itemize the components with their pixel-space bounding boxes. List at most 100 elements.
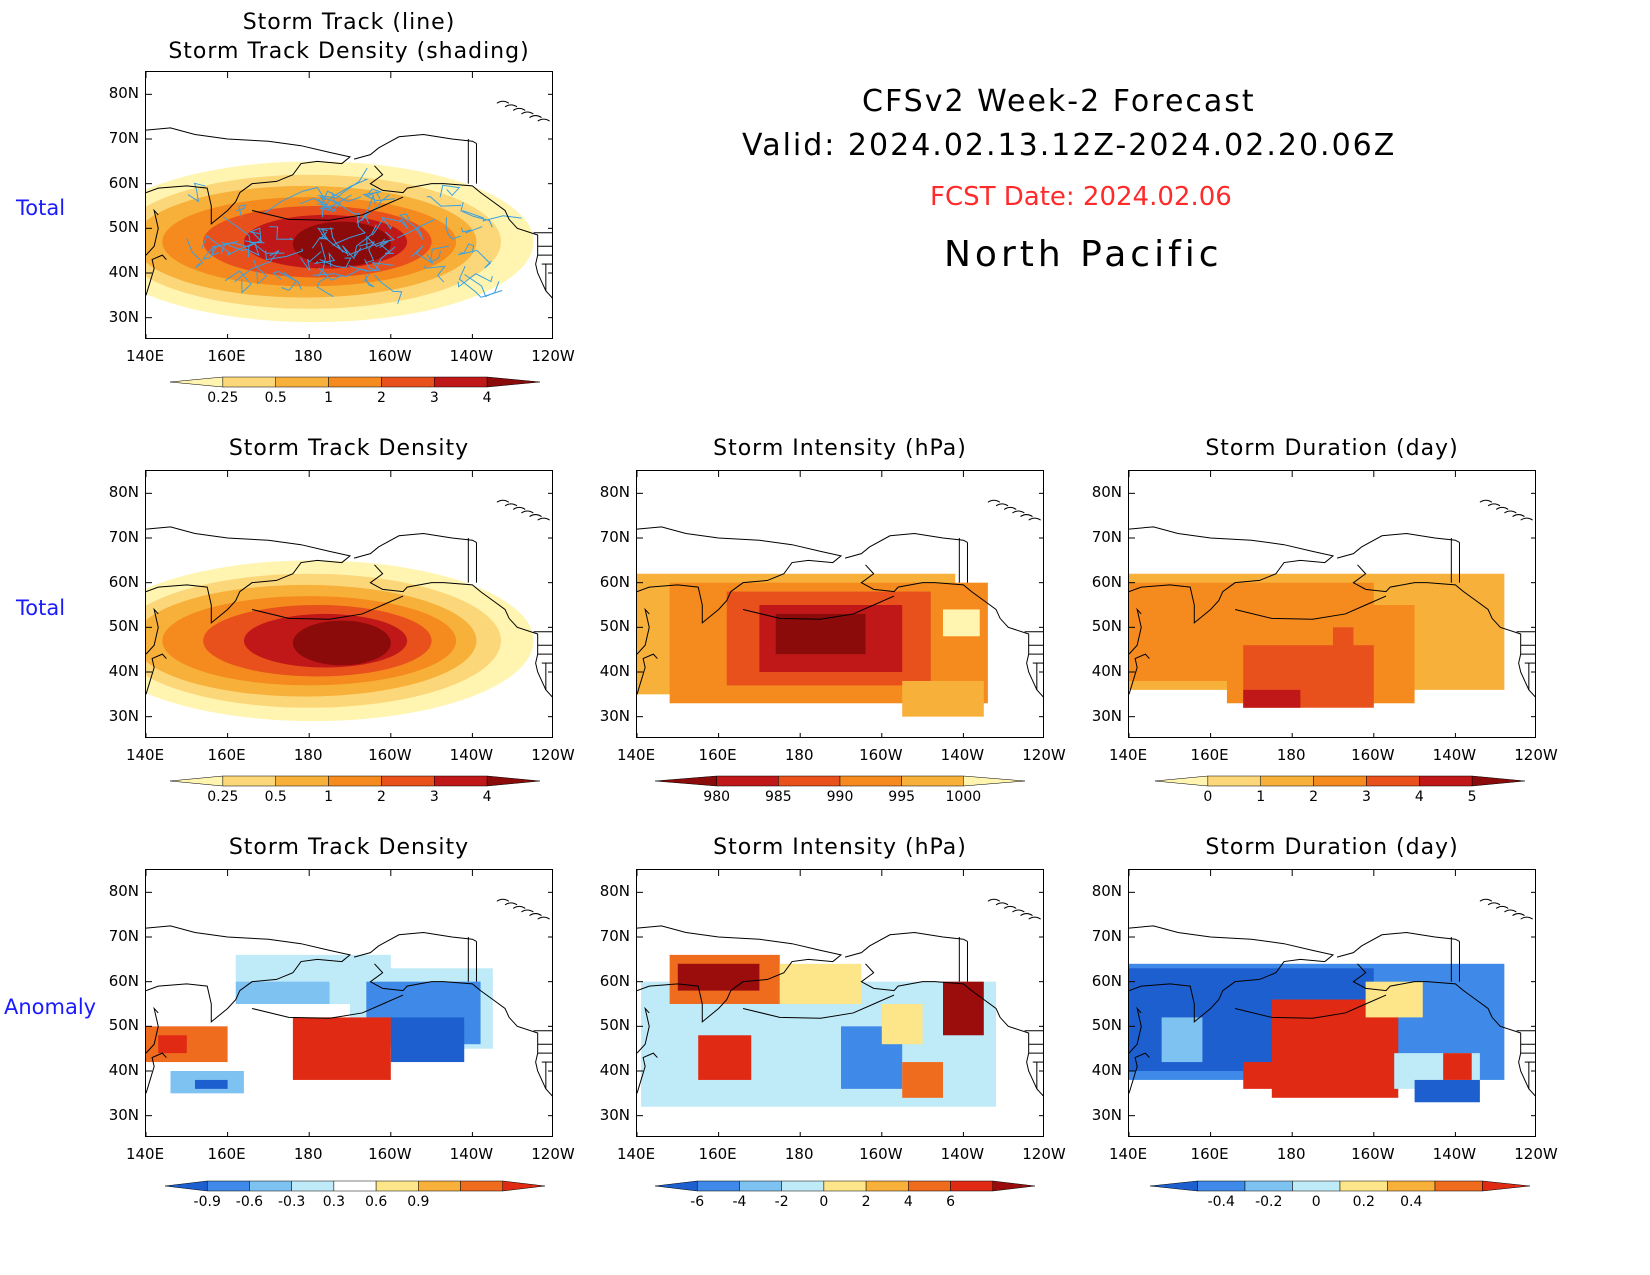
colorbar-label: 0.2 [1353, 1194, 1375, 1210]
colorbar-label: 3 [430, 390, 439, 406]
colorbar-label: 0.5 [265, 789, 287, 805]
colorbar-segment [654, 1180, 698, 1192]
colorbar-label: 2 [1309, 789, 1318, 805]
y-tick-label: 50N [599, 1016, 630, 1035]
colorbar-density: 0.25 0.5 1 2 3 4 [169, 775, 541, 805]
colorbar-label: 5 [1468, 789, 1477, 805]
colorbar-segment [963, 775, 1026, 787]
colorbar-segment [654, 775, 717, 787]
colorbar-segment [1207, 775, 1261, 787]
y-tick-label: 80N [1091, 882, 1122, 901]
colorbar-segment [486, 775, 541, 787]
colorbar-label: 0.25 [207, 390, 238, 406]
y-tick-label: 70N [108, 927, 139, 945]
colorbar-segment [1197, 1180, 1246, 1192]
x-tick-label: 140W [1432, 1145, 1477, 1163]
colorbar-segment [460, 1180, 504, 1192]
colorbar-segment [164, 1180, 208, 1192]
colorbar-duration: 0 1 2 3 4 5 [1154, 775, 1526, 805]
y-tick-label: 50N [108, 218, 139, 237]
panel-r2c1-title: Storm Track Density [228, 835, 470, 860]
y-tick-label: 40N [599, 662, 630, 680]
x-tick-label: 160E [698, 746, 737, 764]
colorbar-segment [222, 376, 276, 388]
x-tick-label: 120W [1514, 1145, 1558, 1163]
y-tick-label: 60N [1091, 572, 1122, 591]
colorbar-label: 6 [946, 1194, 955, 1210]
colorbar-segment [1154, 775, 1209, 787]
y-tick-label: 70N [599, 528, 630, 546]
y-tick-label: 60N [108, 572, 139, 591]
colorbar-label: 0.4 [1400, 1194, 1422, 1210]
x-tick-label: 140W [449, 347, 494, 365]
y-tick-label: 70N [108, 129, 139, 147]
x-tick-label: 180 [293, 347, 323, 365]
colorbar-label: 985 [765, 789, 792, 805]
y-tick-label: 40N [1091, 1061, 1122, 1079]
y-tick-label: 80N [108, 882, 139, 901]
x-tick-label: 160W [859, 746, 903, 764]
fcst-date: FCST Date: 2024.02.06 [930, 182, 1232, 212]
y-tick-label: 60N [599, 971, 630, 990]
y-tick-label: 30N [599, 706, 630, 725]
colorbar-anomaly-density: -0.9 -0.6 -0.3 0.3 0.6 0.9 [164, 1180, 546, 1210]
colorbar-label: -4 [732, 1194, 746, 1210]
colorbar-segment [1482, 1180, 1531, 1192]
x-tick-label: 140E [616, 1145, 656, 1163]
y-tick-label: 30N [599, 1105, 630, 1124]
colorbar-segment [908, 1180, 951, 1192]
colorbar-label: -0.3 [278, 1194, 305, 1210]
panel-r1c1-title: Storm Track Density [228, 436, 470, 461]
colorbar-segment [781, 1180, 825, 1192]
x-tick-label: 160E [1190, 1145, 1229, 1163]
colorbar-label: -6 [690, 1194, 704, 1210]
y-tick-label: 50N [1091, 617, 1122, 636]
colorbar-label: 0.3 [323, 1194, 345, 1210]
colorbar-label: 980 [703, 789, 730, 805]
colorbar-label: 4 [483, 390, 492, 406]
colorbar-segment [333, 1180, 377, 1192]
y-tick-label: 60N [599, 572, 630, 591]
colorbar-segment [1149, 1180, 1198, 1192]
colorbar-label: 0.5 [265, 390, 287, 406]
x-tick-label: 160E [207, 746, 246, 764]
colorbar-segment [328, 376, 382, 388]
x-tick-label: 160E [1190, 746, 1229, 764]
x-tick-label: 180 [293, 746, 323, 764]
colorbar-segment [381, 775, 435, 787]
colorbar-label: 0 [1312, 1194, 1321, 1210]
colorbar-segment [169, 775, 224, 787]
x-tick-label: 160W [859, 1145, 903, 1163]
x-tick-label: 140W [940, 746, 985, 764]
colorbar-segment [1387, 1180, 1436, 1192]
colorbar-segment [1244, 1180, 1293, 1192]
x-tick-label: 180 [784, 1145, 814, 1163]
colorbar-segment [206, 1180, 250, 1192]
x-tick-label: 160W [1351, 746, 1395, 764]
colorbar-segment [222, 775, 276, 787]
colorbar-label: 0.9 [407, 1194, 429, 1210]
map-top-storm-track [145, 71, 553, 339]
colorbar-segment [381, 376, 435, 388]
x-tick-label: 160W [1351, 1145, 1395, 1163]
valid-range: Valid: 2024.02.13.12Z-2024.02.20.06Z [742, 128, 1397, 163]
y-tick-label: 30N [108, 706, 139, 725]
colorbar-label: 4 [483, 789, 492, 805]
colorbar-label: 990 [827, 789, 854, 805]
x-tick-label: 160E [207, 347, 246, 365]
y-tick-label: 60N [108, 971, 139, 990]
colorbar-anomaly-intensity: -6 -4 -2 0 2 4 6 [654, 1180, 1036, 1210]
panel-top-title-2: Storm Track Density (shading) [168, 39, 530, 64]
colorbar-segment [950, 1180, 994, 1192]
colorbar-segment [1471, 775, 1526, 787]
y-tick-label: 30N [108, 1105, 139, 1124]
colorbar-label: 4 [904, 1194, 913, 1210]
y-tick-label: 50N [599, 617, 630, 636]
y-tick-label: 80N [599, 483, 630, 502]
colorbar-segment [716, 775, 779, 787]
panel-r1c3-title: Storm Duration (day) [1205, 436, 1459, 461]
colorbar-segment [1366, 775, 1420, 787]
x-tick-label: 140E [1108, 746, 1148, 764]
colorbar-label: 0 [1203, 789, 1212, 805]
colorbar-label: 3 [430, 789, 439, 805]
